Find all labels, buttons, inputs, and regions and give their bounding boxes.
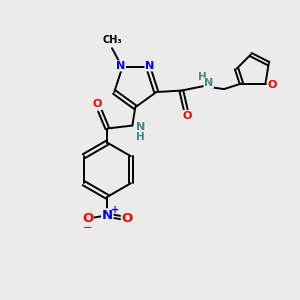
Text: N: N: [204, 78, 213, 88]
Text: O: O: [122, 212, 133, 225]
Text: CH₃: CH₃: [102, 35, 122, 45]
Text: +: +: [111, 205, 119, 215]
Text: H: H: [136, 132, 145, 142]
Text: N: N: [116, 61, 125, 71]
Text: O: O: [267, 80, 277, 90]
Text: O: O: [82, 212, 93, 225]
Text: N: N: [145, 61, 154, 71]
Text: −: −: [83, 223, 92, 233]
Text: N: N: [102, 209, 113, 222]
Text: N: N: [136, 122, 145, 132]
Text: H: H: [197, 72, 206, 82]
Text: O: O: [93, 99, 102, 110]
Text: O: O: [182, 111, 192, 121]
